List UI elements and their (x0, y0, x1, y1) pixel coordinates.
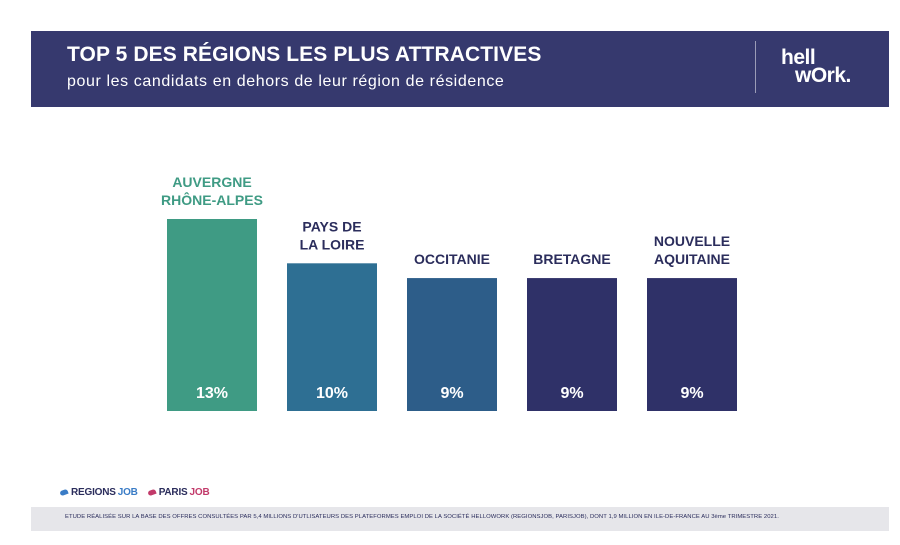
bar-2 (407, 278, 497, 411)
footer-bar: ETUDE RÉALISÉE SUR LA BASE DES OFFRES CO… (31, 507, 889, 531)
bar-3 (527, 278, 617, 411)
category-label-1-0: PAYS DE (302, 218, 361, 234)
parisjob-text-a: PARIS (158, 486, 188, 498)
bar-value-label-0: 13% (196, 385, 228, 402)
parisjob-logo: PARIS JOB (147, 486, 210, 498)
logo-mark: . (845, 64, 852, 87)
footnote: ETUDE RÉALISÉE SUR LA BASE DES OFFRES CO… (65, 514, 779, 520)
category-label-2-0: OCCITANIE (414, 251, 490, 267)
brand-logos: REGIONS JOB PARIS JOB (59, 484, 210, 500)
parisjob-swoosh-icon (147, 488, 157, 496)
category-label-1-1: LA LOIRE (300, 236, 365, 252)
category-label-4-0: NOUVELLE (654, 233, 730, 249)
bar-value-label-3: 9% (560, 385, 583, 402)
bar-value-label-4: 9% (680, 385, 703, 402)
regionsjob-logo: REGIONS JOB (59, 486, 138, 498)
category-label-0-0: AUVERGNE (172, 174, 251, 190)
regionsjob-swoosh-icon (59, 488, 69, 496)
bar-0 (167, 219, 257, 411)
hellowork-logo: hell wOrk. (781, 45, 871, 91)
bar-value-label-2: 9% (440, 385, 463, 402)
regionsjob-text-a: REGIONS (71, 486, 116, 498)
header-divider (755, 41, 756, 93)
parisjob-text-b: JOB (189, 486, 210, 498)
logo-text-top: hell (781, 46, 816, 69)
regionsjob-text-b: JOB (117, 486, 138, 498)
category-label-3-0: BRETAGNE (533, 251, 611, 267)
chart-title: TOP 5 DES RÉGIONS LES PLUS ATTRACTIVES (67, 43, 542, 66)
category-label-0-1: RHÔNE-ALPES (161, 191, 263, 208)
logo-text-bottom: wOrk. (795, 65, 851, 86)
bar-4 (647, 278, 737, 411)
category-label-4-1: AQUITAINE (654, 251, 730, 267)
header-banner: TOP 5 DES RÉGIONS LES PLUS ATTRACTIVES p… (31, 31, 889, 107)
logo-text-bottom-word: wOrk (795, 64, 846, 87)
bar-value-label-1: 10% (316, 385, 348, 402)
bar-1 (287, 263, 377, 411)
chart-subtitle: pour les candidats en dehors de leur rég… (67, 73, 505, 90)
